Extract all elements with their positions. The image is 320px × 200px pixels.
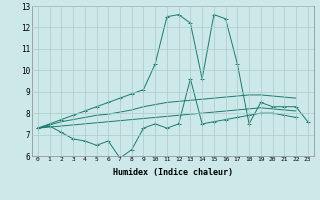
X-axis label: Humidex (Indice chaleur): Humidex (Indice chaleur) <box>113 168 233 177</box>
